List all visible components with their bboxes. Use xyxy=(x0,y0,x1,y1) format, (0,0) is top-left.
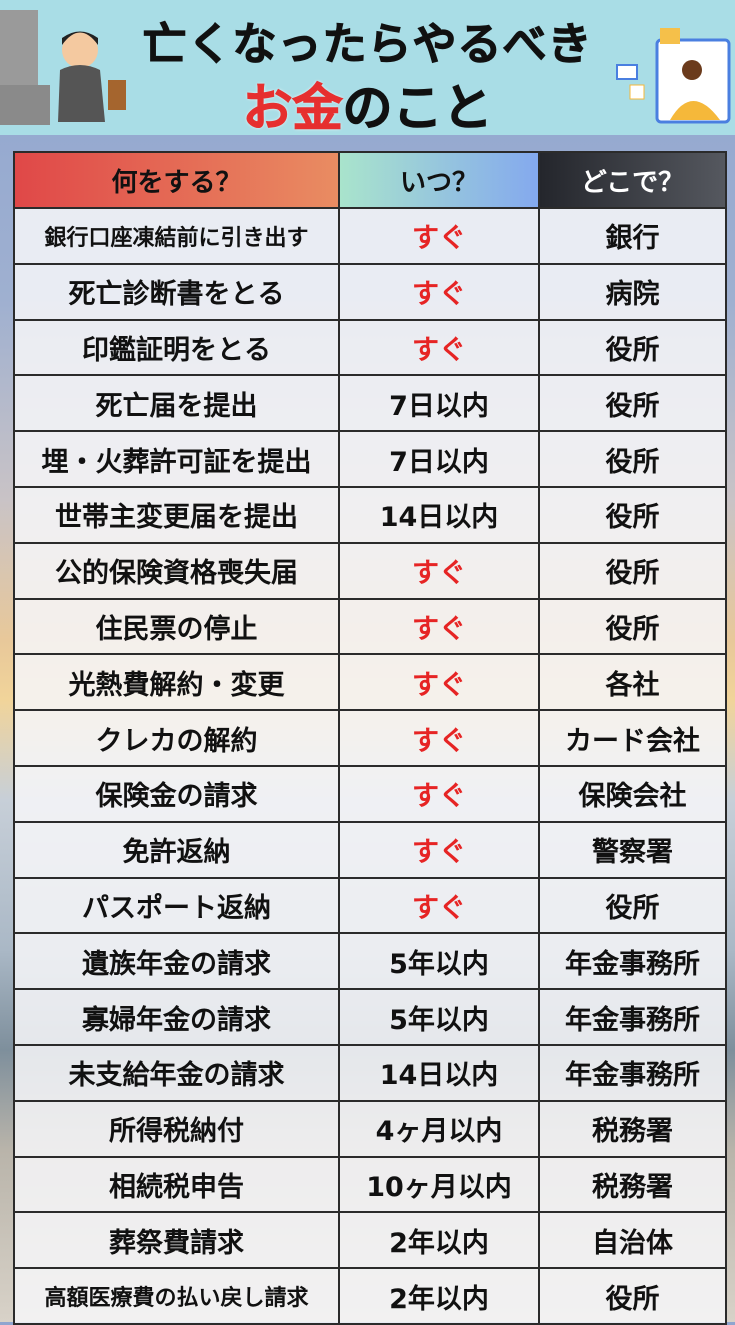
table-row: パスポート返納 すぐ 役所 xyxy=(13,876,727,935)
cell-where: 保険会社 xyxy=(538,764,727,823)
cell-where: 病院 xyxy=(538,262,727,321)
cell-where: 年金事務所 xyxy=(538,1043,727,1102)
table-row: 世帯主変更届を提出 14日以内 役所 xyxy=(13,485,727,544)
table-row: 公的保険資格喪失届 すぐ 役所 xyxy=(13,541,727,600)
cell-where: 役所 xyxy=(538,485,727,544)
table-row: 保険金の請求 すぐ 保険会社 xyxy=(13,764,727,823)
cell-where: 役所 xyxy=(538,1267,727,1325)
cell-when: 5年以内 xyxy=(338,932,540,991)
cell-when: すぐ xyxy=(338,876,540,935)
cell-when: 4ヶ月以内 xyxy=(338,1099,540,1158)
cell-when: 7日以内 xyxy=(338,374,540,433)
header-what: 何をする？ xyxy=(13,151,340,209)
cell-when: 7日以内 xyxy=(338,430,540,488)
cell-when: すぐ xyxy=(338,709,540,767)
cell-when: すぐ xyxy=(338,207,540,265)
cell-when: すぐ xyxy=(338,541,540,600)
cell-where: 役所 xyxy=(538,597,727,656)
cell-when: すぐ xyxy=(338,653,540,712)
cell-where: 役所 xyxy=(538,318,727,377)
cell-what: 高額医療費の払い戻し請求 xyxy=(13,1267,340,1325)
cell-where: カード会社 xyxy=(538,709,727,767)
cell-where: 役所 xyxy=(538,876,727,935)
header-where: どこで？ xyxy=(538,151,727,209)
cell-what: 葬祭費請求 xyxy=(13,1211,340,1270)
cell-where: 警察署 xyxy=(538,820,727,879)
table-row: 高額医療費の払い戻し請求 2年以内 役所 xyxy=(13,1267,727,1325)
cell-where: 税務署 xyxy=(538,1099,727,1158)
cell-where: 自治体 xyxy=(538,1211,727,1270)
cell-what: 寡婦年金の請求 xyxy=(13,988,340,1046)
table-row: 遺族年金の請求 5年以内 年金事務所 xyxy=(13,932,727,991)
table-row: 銀行口座凍結前に引き出す すぐ 銀行 xyxy=(13,207,727,265)
cell-what: パスポート返納 xyxy=(13,876,340,935)
todo-table: 何をする？ いつ？ どこで？ 銀行口座凍結前に引き出す すぐ 銀行 死亡診断書をとるす… xyxy=(13,151,727,1325)
cell-when: すぐ xyxy=(338,764,540,823)
cell-where: 各社 xyxy=(538,653,727,712)
cell-where: 役所 xyxy=(538,541,727,600)
cell-what: 免許返納 xyxy=(13,820,340,879)
cell-what: 死亡診断書をとる xyxy=(13,262,340,321)
cell-when: 2年以内 xyxy=(338,1267,540,1325)
table-row: 住民票の停止 すぐ 役所 xyxy=(13,597,727,656)
table-row: 所得税納付 4ヶ月以内 税務署 xyxy=(13,1099,727,1158)
header-when: いつ？ xyxy=(338,151,540,209)
cell-what: 銀行口座凍結前に引き出す xyxy=(13,207,340,265)
cell-what: 保険金の請求 xyxy=(13,764,340,823)
table-row: 未支給年金の請求 14日以内 年金事務所 xyxy=(13,1043,727,1102)
header-banner: 亡くなったらやるべき お金のこと xyxy=(0,0,735,138)
title-rest: のこと xyxy=(342,79,493,138)
title-line-1: 亡くなったらやるべき xyxy=(142,19,593,71)
table-row: 印鑑証明をとる すぐ 役所 xyxy=(13,318,727,377)
cell-what: 印鑑証明をとる xyxy=(13,318,340,377)
cell-when: 14日以内 xyxy=(338,1043,540,1102)
cell-where: 銀行 xyxy=(538,207,727,265)
cell-what: クレカの解約 xyxy=(13,709,340,767)
table-row: 葬祭費請求 2年以内 自治体 xyxy=(13,1211,727,1270)
cell-where: 役所 xyxy=(538,430,727,488)
cell-what: 相続税申告 xyxy=(13,1155,340,1214)
cell-where: 年金事務所 xyxy=(538,932,727,991)
grave-visit-illustration xyxy=(0,10,126,125)
cell-what: 未支給年金の請求 xyxy=(13,1043,340,1102)
table-row: クレカの解約 すぐ カード会社 xyxy=(13,709,727,767)
cell-where: 税務署 xyxy=(538,1155,727,1214)
cell-when: 10ヶ月以内 xyxy=(338,1155,540,1214)
table-row: 死亡届を提出 7日以内 役所 xyxy=(13,374,727,433)
cell-when: 2年以内 xyxy=(338,1211,540,1270)
cell-where: 役所 xyxy=(538,374,727,433)
cell-when: 5年以内 xyxy=(338,988,540,1046)
cell-when: すぐ xyxy=(338,597,540,656)
cell-what: 遺族年金の請求 xyxy=(13,932,340,991)
cell-what: 世帯主変更届を提出 xyxy=(13,485,340,544)
table-row: 相続税申告 10ヶ月以内 税務署 xyxy=(13,1155,727,1214)
cell-what: 埋・火葬許可証を提出 xyxy=(13,430,340,488)
cell-what: 死亡届を提出 xyxy=(13,374,340,433)
cell-what: 所得税納付 xyxy=(13,1099,340,1158)
cell-when: すぐ xyxy=(338,318,540,377)
cell-where: 年金事務所 xyxy=(538,988,727,1046)
table-row: 免許返納 すぐ 警察署 xyxy=(13,820,727,879)
table-row: 光熱費解約・変更 すぐ 各社 xyxy=(13,653,727,712)
cell-when: すぐ xyxy=(338,262,540,321)
cell-when: 14日以内 xyxy=(338,485,540,544)
title-money: お金 xyxy=(242,79,343,138)
cell-what: 住民票の停止 xyxy=(13,597,340,656)
online-person-illustration xyxy=(616,28,731,124)
table-row: 埋・火葬許可証を提出 7日以内 役所 xyxy=(13,430,727,488)
cell-what: 光熱費解約・変更 xyxy=(13,653,340,712)
cell-when: すぐ xyxy=(338,820,540,879)
table-row: 寡婦年金の請求 5年以内 年金事務所 xyxy=(13,988,727,1046)
title-line-2: お金のこと xyxy=(0,68,735,140)
table-row: 死亡診断書をとる すぐ 病院 xyxy=(13,262,727,321)
cell-what: 公的保険資格喪失届 xyxy=(13,541,340,600)
